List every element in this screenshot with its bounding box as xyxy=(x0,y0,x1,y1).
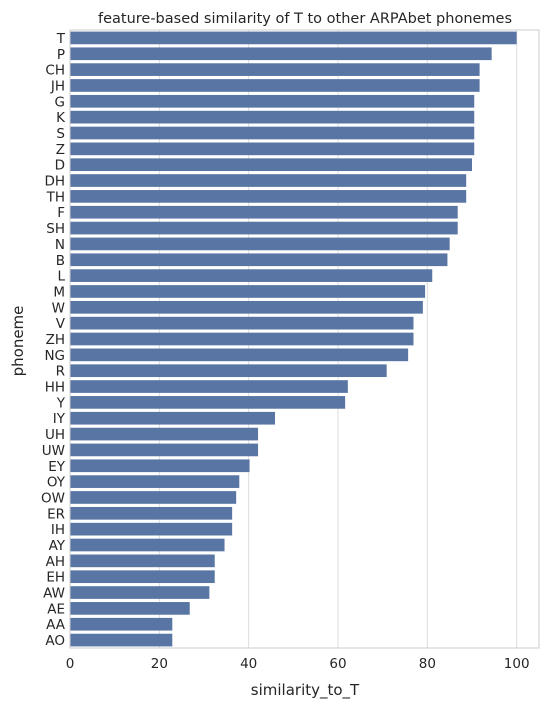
y-tick-label: AA xyxy=(46,617,66,633)
y-tick-label: OY xyxy=(47,475,66,491)
bar-k xyxy=(70,110,475,124)
y-tick-label: AO xyxy=(45,633,65,649)
y-tick-label: UH xyxy=(45,427,65,443)
bar-ae xyxy=(70,602,190,615)
bar-ng xyxy=(70,348,409,362)
y-tick-label: N xyxy=(55,237,65,253)
y-tick-label: ER xyxy=(47,506,65,522)
x-tick-labels: 0 20 40 60 80 100 xyxy=(66,656,530,672)
x-tick-label: 80 xyxy=(419,656,436,672)
x-tick-label: 60 xyxy=(329,656,346,672)
y-tick-label: Y xyxy=(56,395,66,411)
y-tick-label: Z xyxy=(56,142,65,158)
x-axis-title: similarity_to_T xyxy=(251,681,360,700)
bar-z xyxy=(70,142,475,156)
y-tick-label: IH xyxy=(51,522,65,538)
bar-eh xyxy=(70,570,215,584)
y-tick-label: M xyxy=(53,284,65,300)
y-tick-labels: TPCHJHGKSZDDHTHFSHNBLMWVZHNGRHHYIYUHUWEY… xyxy=(41,31,66,649)
bar-ih xyxy=(70,522,233,536)
y-tick-label: B xyxy=(56,253,65,269)
bar-dh xyxy=(70,174,467,187)
y-tick-label: AW xyxy=(43,586,65,602)
x-tick-label: 100 xyxy=(504,656,530,672)
y-tick-label: EH xyxy=(46,570,65,586)
bar-m xyxy=(70,285,426,298)
bar-ey xyxy=(70,459,250,473)
x-tick-label: 0 xyxy=(66,656,75,672)
bar-f xyxy=(70,205,458,219)
chart-title: feature-based similarity of T to other A… xyxy=(98,11,512,27)
y-tick-label: SH xyxy=(46,221,65,237)
bar-sh xyxy=(70,221,458,235)
y-tick-label: JH xyxy=(50,78,65,94)
bar-uh xyxy=(70,427,259,441)
bar-hh xyxy=(70,380,348,393)
y-tick-label: V xyxy=(56,316,66,332)
bar-g xyxy=(70,94,475,108)
bar-oy xyxy=(70,475,240,488)
y-tick-label: AH xyxy=(46,554,65,570)
y-tick-label: G xyxy=(55,94,65,110)
y-axis-title: phoneme xyxy=(9,306,27,377)
bar-l xyxy=(70,269,433,282)
y-tick-label: L xyxy=(57,269,65,285)
y-tick-label: ZH xyxy=(46,332,65,348)
y-tick-label: IY xyxy=(53,411,66,427)
y-tick-label: HH xyxy=(45,380,65,396)
bar-v xyxy=(70,316,414,330)
y-tick-label: OW xyxy=(41,490,65,506)
bars xyxy=(70,31,517,647)
x-tick-label: 20 xyxy=(151,656,168,672)
bar-iy xyxy=(70,411,276,425)
y-tick-label: P xyxy=(57,47,65,63)
y-tick-label: DH xyxy=(44,174,65,190)
bar-d xyxy=(70,158,472,172)
bar-ah xyxy=(70,554,215,568)
bar-t xyxy=(70,31,517,45)
bar-ch xyxy=(70,63,480,76)
bar-p xyxy=(70,47,492,61)
bar-y xyxy=(70,396,346,409)
bar-jh xyxy=(70,79,480,92)
bar-er xyxy=(70,506,233,520)
y-tick-label: EY xyxy=(48,459,66,475)
bar-uw xyxy=(70,443,259,457)
y-tick-label: UW xyxy=(42,443,65,459)
y-tick-label: AY xyxy=(49,538,66,554)
bar-r xyxy=(70,364,387,378)
y-tick-label: R xyxy=(56,364,65,380)
bar-ao xyxy=(70,633,173,647)
bar-ay xyxy=(70,538,225,552)
y-tick-label: TH xyxy=(46,189,65,205)
y-tick-label: W xyxy=(52,300,65,316)
bar-n xyxy=(70,237,450,251)
y-tick-label: D xyxy=(55,158,65,174)
bar-aa xyxy=(70,617,173,631)
bar-zh xyxy=(70,332,414,346)
bar-th xyxy=(70,190,467,203)
y-tick-label: NG xyxy=(44,348,65,364)
bar-s xyxy=(70,126,475,140)
plot-frame xyxy=(69,29,540,649)
x-tick-label: 40 xyxy=(240,656,257,672)
y-tick-label: CH xyxy=(45,63,65,79)
bar-w xyxy=(70,300,423,314)
bar-aw xyxy=(70,586,210,599)
y-tick-label: F xyxy=(57,205,65,221)
y-tick-label: S xyxy=(56,126,65,142)
y-tick-label: AE xyxy=(47,601,65,617)
bar-b xyxy=(70,253,448,267)
bar-ow xyxy=(70,491,237,504)
y-tick-label: T xyxy=(56,31,66,47)
y-tick-label: K xyxy=(56,110,66,126)
